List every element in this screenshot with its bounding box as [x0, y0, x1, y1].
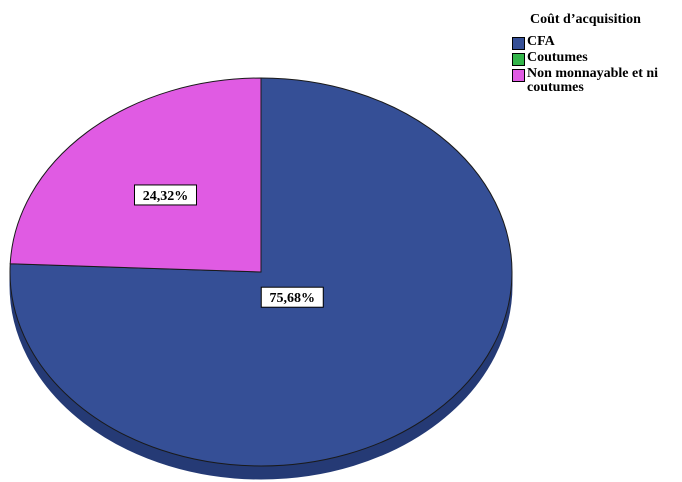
legend-label-cfa: CFA: [527, 34, 555, 49]
data-label-box-non-monnayable-et-ni-coutumes: [133, 184, 197, 206]
data-label-box-cfa: [260, 286, 324, 308]
legend-item-non-monnayable: Non monnayable et ni coutumes: [512, 67, 680, 95]
legend-swatch-cfa: [512, 37, 525, 50]
legend-swatch-coutumes: [512, 53, 525, 66]
legend-item-cfa: CFA: [512, 35, 680, 50]
pie-labels: 75,68% 24,32%: [133, 184, 324, 308]
legend-item-coutumes: Coutumes: [512, 51, 680, 66]
legend-title: Coût d’acquisition: [530, 12, 641, 27]
data-label-text-cfa: 75,68%: [270, 291, 316, 306]
legend: Coût d’acquisition CFA Coutumes Non monn…: [512, 12, 680, 96]
legend-label-non-monnayable: Non monnayable et ni coutumes: [527, 66, 659, 95]
legend-swatch-non-monnayable: [512, 69, 525, 82]
pie-tops: [9, 77, 513, 467]
data-label-cfa: 75,68%: [260, 286, 324, 308]
slice-non-monnayable-et-ni-coutumes: [9, 77, 262, 273]
legend-label-coutumes: Coutumes: [527, 50, 588, 65]
data-label-non-monnayable-et-ni-coutumes: 24,32%: [133, 184, 197, 206]
data-label-text-non-monnayable-et-ni-coutumes: 24,32%: [143, 189, 189, 204]
